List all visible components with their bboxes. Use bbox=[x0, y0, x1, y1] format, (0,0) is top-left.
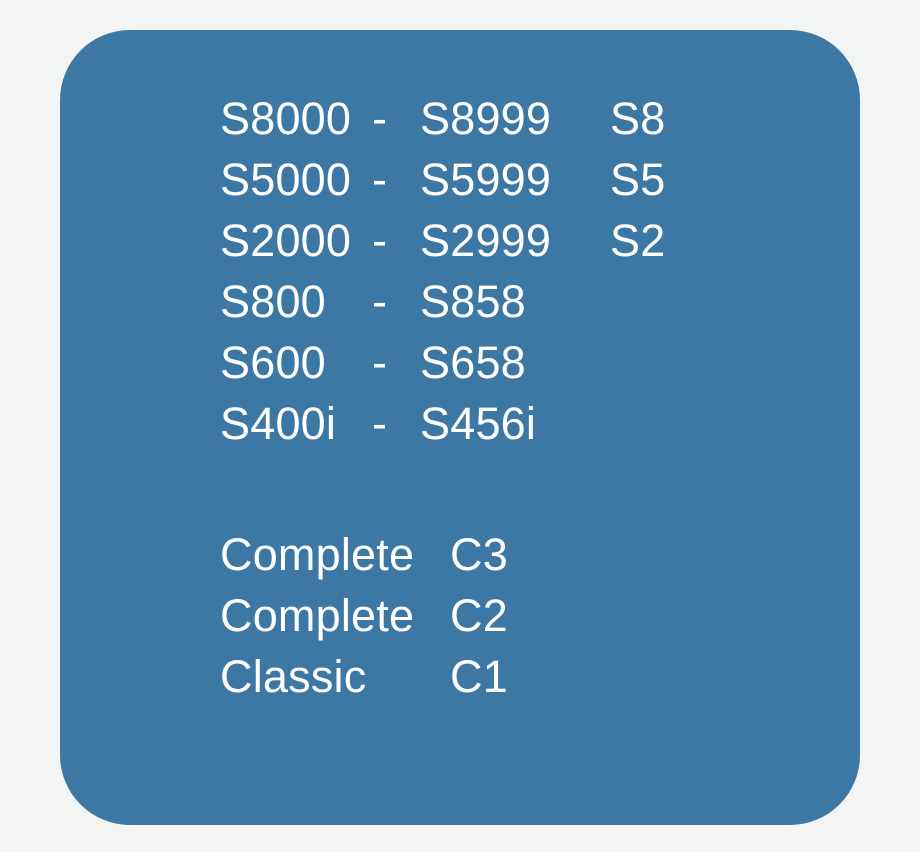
c-model-code: C1 bbox=[450, 646, 508, 707]
s-range-end: S658 bbox=[420, 332, 610, 393]
s-range-start: S8000 bbox=[220, 88, 372, 149]
s-range-start: S5000 bbox=[220, 149, 372, 210]
s-range-start: S800 bbox=[220, 271, 372, 332]
s-range-dash: - bbox=[372, 210, 420, 271]
s-range-tag: S2 bbox=[610, 210, 665, 271]
c-model-name: Complete bbox=[220, 585, 450, 646]
s-range-row: S8000 - S8999 S8 bbox=[220, 88, 860, 149]
c-model-row: Complete C3 bbox=[220, 524, 860, 585]
s-range-end: S8999 bbox=[420, 88, 610, 149]
model-table-card: S8000 - S8999 S8 S5000 - S5999 S5 S2000 … bbox=[60, 30, 860, 825]
c-model-row: Classic C1 bbox=[220, 646, 860, 707]
s-range-start: S400i bbox=[220, 393, 372, 454]
s-range-row: S5000 - S5999 S5 bbox=[220, 149, 860, 210]
s-range-row: S400i - S456i bbox=[220, 393, 860, 454]
s-range-tag: S5 bbox=[610, 149, 665, 210]
s-range-row: S600 - S658 bbox=[220, 332, 860, 393]
c-model-name: Classic bbox=[220, 646, 450, 707]
s-range-dash: - bbox=[372, 332, 420, 393]
s-range-end: S858 bbox=[420, 271, 610, 332]
s-range-end: S2999 bbox=[420, 210, 610, 271]
s-range-end: S456i bbox=[420, 393, 610, 454]
s-range-end: S5999 bbox=[420, 149, 610, 210]
c-model-code: C2 bbox=[450, 585, 508, 646]
s-range-dash: - bbox=[372, 271, 420, 332]
s-range-dash: - bbox=[372, 393, 420, 454]
s-range-row: S2000 - S2999 S2 bbox=[220, 210, 860, 271]
s-range-start: S600 bbox=[220, 332, 372, 393]
s-range-row: S800 - S858 bbox=[220, 271, 860, 332]
c-model-code: C3 bbox=[450, 524, 508, 585]
s-range-tag: S8 bbox=[610, 88, 665, 149]
s-range-start: S2000 bbox=[220, 210, 372, 271]
s-range-dash: - bbox=[372, 149, 420, 210]
c-model-row: Complete C2 bbox=[220, 585, 860, 646]
s-range-dash: - bbox=[372, 88, 420, 149]
c-model-name: Complete bbox=[220, 524, 450, 585]
section-gap bbox=[220, 454, 860, 524]
